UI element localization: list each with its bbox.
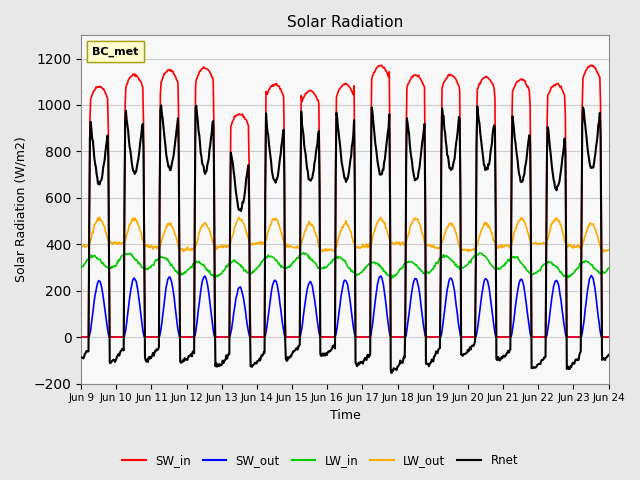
Rnet [157,102,165,108]
SW_out [141,334,149,340]
SW_in [141,334,149,340]
SW_out [605,334,612,340]
LW_out [605,247,612,253]
LW_out [195,230,203,236]
LW_in [223,263,230,268]
Line: Rnet: Rnet [81,105,609,373]
SW_out [223,334,230,340]
Rnet [388,370,396,376]
SW_in [605,334,612,340]
Rnet [410,174,418,180]
LW_out [410,217,417,223]
SW_in [410,72,417,78]
LW_out [600,249,607,255]
LW_in [410,261,418,266]
SW_in [223,334,230,340]
LW_in [605,265,612,271]
Rnet [426,361,433,367]
SW_out [424,334,432,340]
SW_out [409,283,417,289]
Rnet [605,352,612,358]
LW_out [223,242,231,248]
SW_in [77,334,85,340]
SW_in [195,72,202,78]
LW_out [87,237,95,242]
SW_in [378,62,385,68]
SW_out [87,327,95,333]
LW_in [141,264,149,270]
Line: LW_in: LW_in [81,253,609,278]
Title: Solar Radiation: Solar Radiation [287,15,403,30]
LW_out [77,245,85,251]
X-axis label: Time: Time [330,409,360,422]
LW_out [425,241,433,247]
Line: SW_out: SW_out [81,276,609,337]
SW_in [87,96,95,102]
Legend: SW_in, SW_out, LW_in, LW_out, Rnet: SW_in, SW_out, LW_in, LW_out, Rnet [117,449,523,472]
Rnet [141,355,149,360]
SW_out [587,273,595,278]
SW_in [425,334,433,340]
Rnet [87,119,95,125]
Rnet [195,132,203,138]
Legend: BC_met: BC_met [86,41,144,62]
Line: LW_out: LW_out [81,217,609,252]
Y-axis label: Solar Radiation (W/m2): Solar Radiation (W/m2) [15,136,28,282]
Rnet [77,355,85,360]
LW_in [195,260,202,265]
Line: SW_in: SW_in [81,65,609,337]
LW_out [95,214,103,220]
LW_in [426,269,433,275]
SW_out [195,305,202,311]
LW_in [388,275,396,281]
LW_out [142,243,150,249]
LW_in [300,250,307,256]
Rnet [223,356,231,361]
SW_out [77,334,85,340]
LW_in [77,265,85,271]
LW_in [87,252,95,258]
